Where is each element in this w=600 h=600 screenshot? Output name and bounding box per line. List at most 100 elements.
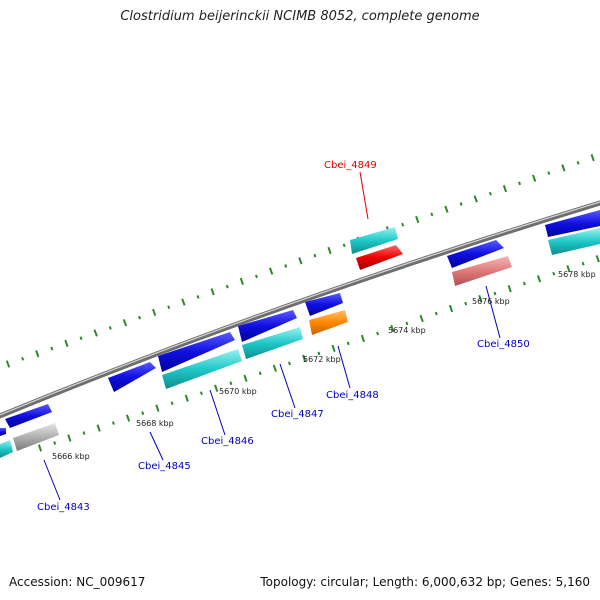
scale-tick: [448, 304, 454, 313]
scale-tick: [478, 294, 483, 303]
scale-label: 5674 kbp: [388, 326, 426, 335]
gene-arrow-blue[interactable]: [5, 404, 52, 428]
scale-tick: [229, 381, 233, 386]
scale-tick: [268, 267, 274, 275]
scale-tick: [210, 288, 215, 296]
gene-label-cbei-4850[interactable]: Cbei_4850: [477, 339, 530, 350]
scale-label: 5668 kbp: [136, 419, 174, 428]
scale-tick: [272, 364, 277, 372]
scale-tick: [284, 264, 288, 268]
scale-tick: [507, 284, 512, 293]
scale-tick: [152, 308, 157, 317]
gene-label-cbei-4843[interactable]: Cbei_4843: [37, 502, 90, 513]
scale-tick: [532, 174, 537, 182]
scale-tick: [138, 315, 142, 320]
gene-arrow-red[interactable]: [356, 245, 403, 270]
scale-tick: [122, 319, 128, 327]
scale-tick: [53, 441, 57, 445]
gene-arrow-cyan[interactable]: [350, 227, 398, 254]
scale-tick: [552, 271, 556, 276]
scale-tick: [288, 361, 291, 366]
scale-tick: [196, 295, 200, 299]
gene-label-cbei-4845[interactable]: Cbei_4845: [138, 461, 191, 472]
scale-tick: [595, 255, 600, 263]
topology-text: Topology: circular; Length: 6,000,632 bp…: [260, 575, 590, 589]
scale-tick: [430, 212, 434, 217]
scale-tick: [167, 305, 171, 310]
scale-tick: [473, 195, 478, 203]
reverse-strand-genes: [0, 227, 600, 458]
gene-label-cbei-4846[interactable]: Cbei_4846: [201, 436, 254, 447]
gene-arrow-cyan[interactable]: [548, 228, 600, 255]
scale-tick: [360, 334, 365, 343]
scale-tick: [405, 321, 409, 326]
scale-tick: [464, 301, 468, 306]
gene-label-cbei-4848[interactable]: Cbei_4848: [326, 390, 379, 401]
scale-label: 5672 kbp: [303, 355, 341, 364]
scale-tick: [390, 324, 395, 333]
scale-tick: [93, 329, 98, 337]
scale-tick: [566, 265, 571, 273]
scale-tick: [419, 314, 424, 323]
scale-tick: [108, 326, 112, 330]
scale-tick: [181, 298, 186, 306]
gene-arrow-cyan[interactable]: [162, 349, 242, 389]
gene-labels: Cbei_4843 Cbei_4845 Cbei_4846 Cbei_4847 …: [37, 160, 530, 513]
genome-backbone-highlight: [0, 201, 600, 416]
scale-tick: [298, 257, 303, 265]
scale-tick: [493, 291, 497, 296]
scale-tick: [254, 274, 258, 279]
scale-tick: [459, 202, 463, 206]
scale-tick: [50, 346, 54, 351]
label-connectors: [43, 171, 501, 501]
forward-strand-genes: [0, 210, 600, 436]
scale-tick: [415, 215, 420, 224]
scale-tick: [82, 431, 86, 435]
scale-tick: [590, 153, 595, 162]
scale-tick: [313, 253, 317, 258]
scale-tick: [64, 339, 69, 348]
scale-tick: [302, 354, 307, 363]
scale-tick: [5, 360, 11, 368]
gene-arrow-blue[interactable]: [447, 240, 504, 268]
lower-track-ticks: [37, 255, 600, 452]
scale-tick: [243, 374, 248, 382]
scale-tick: [214, 384, 219, 392]
scale-tick: [21, 356, 25, 361]
scale-tick: [96, 424, 101, 432]
gene-arrow-blue[interactable]: [0, 428, 6, 436]
scale-tick: [327, 246, 332, 255]
gene-arrow-gray[interactable]: [13, 423, 59, 451]
gene-arrow-orange[interactable]: [309, 310, 348, 335]
gene-arrow-blue[interactable]: [158, 332, 235, 372]
gene-arrow-blue[interactable]: [238, 310, 297, 342]
scale-tick: [346, 341, 350, 346]
scale-tick: [199, 391, 203, 396]
gene-arrow-cyan[interactable]: [242, 327, 303, 359]
scale-tick: [125, 414, 131, 422]
scale-label: 5678 kbp: [558, 270, 596, 279]
gene-arrow-blue[interactable]: [305, 293, 343, 316]
scale-tick: [239, 277, 244, 286]
scale-tick: [37, 444, 43, 452]
gene-arrow-pink[interactable]: [452, 256, 512, 286]
genome-backbone: [0, 200, 600, 419]
scale-tick: [67, 434, 72, 442]
scale-tick: [141, 411, 145, 416]
scale-tick: [547, 171, 551, 175]
scale-tick: [184, 394, 189, 402]
gene-arrow-blue[interactable]: [545, 210, 600, 237]
gene-arrow-blue[interactable]: [108, 362, 156, 392]
scale-tick: [518, 181, 522, 186]
scale-tick: [522, 281, 526, 286]
scale-tick: [561, 164, 566, 172]
scale-tick: [258, 371, 262, 376]
accession-text: Accession: NC_009617: [9, 575, 146, 589]
gene-arrow-cyan[interactable]: [0, 440, 13, 458]
scale-tick: [342, 243, 346, 248]
gene-label-cbei-4847[interactable]: Cbei_4847: [271, 409, 324, 420]
gene-label-cbei-4849[interactable]: Cbei_4849: [324, 160, 377, 171]
scale-tick: [576, 160, 580, 165]
